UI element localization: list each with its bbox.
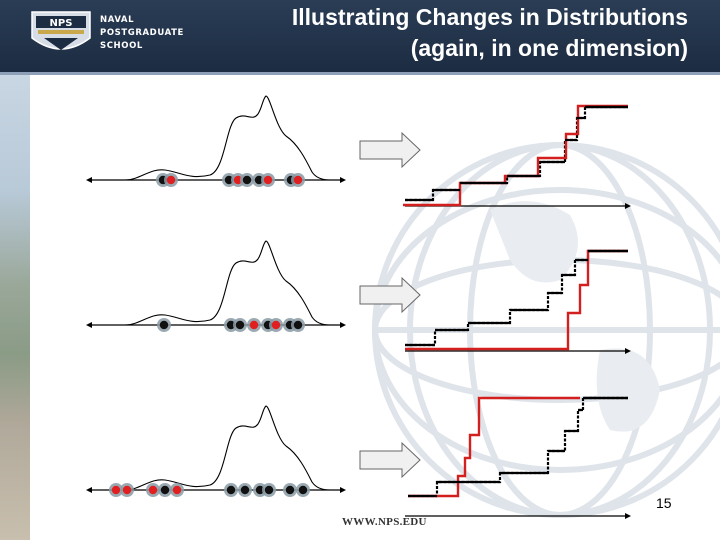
logo-badge: NPS [50,18,73,29]
sample-dot-red [263,175,273,185]
sample-dot-red [249,320,259,330]
cdf-red-step [403,104,628,207]
nps-logo: NPS NAVAL POSTGRADUATE SCHOOL [28,8,196,60]
cdf-red-step [408,396,580,498]
transform-arrow [359,441,421,479]
slide-title: Illustrating Changes in Distributions (a… [208,2,688,64]
transform-arrow [359,276,421,314]
header-rule [0,72,720,75]
density-curve [124,405,331,491]
sample-dot-red [166,175,176,185]
cdf-black-dotted [405,105,628,202]
sample-dot-red [172,485,182,495]
sample-dot-black [255,485,265,495]
sample-dot-black [285,485,295,495]
page-number: 15 [656,495,672,511]
logo-line-3: SCHOOL [100,41,143,51]
sample-dot-red [271,320,281,330]
sample-dot-black [242,175,252,185]
sample-dot-black [240,485,250,495]
header-bar [0,0,720,72]
panel-3 [86,396,631,519]
sample-dot-black [298,485,308,495]
logo-wordmark: NAVAL POSTGRADUATE SCHOOL [100,14,184,53]
nps-seal-icon: NPS [31,11,91,50]
sample-dot-black [293,320,303,330]
number-line-right-arrow [340,487,346,493]
sample-dot-black [264,485,274,495]
sample-dot-red [233,175,243,185]
transform-arrow [359,131,421,169]
sample-dot-black [235,320,245,330]
number-line-right-arrow [340,177,346,183]
density-curve [124,240,331,326]
logo-line-2: POSTGRADUATE [100,28,184,38]
footer-url: WWW.NPS.EDU [342,516,427,528]
logo-line-1: NAVAL [100,15,135,25]
left-photo-strip [0,75,30,540]
number-line-left-arrow [86,322,92,328]
number-line-left-arrow [86,177,92,183]
sample-dot-black [254,175,264,185]
sample-dot-red [293,175,303,185]
cdf-red-step [405,249,628,351]
sample-dot-black [226,485,236,495]
cdf-axis-arrow [625,348,631,354]
cdf-axis-arrow [625,513,631,519]
sample-dot-red [111,485,121,495]
sample-dot-black [160,485,170,495]
panel-2 [86,240,631,354]
sample-dot-black [159,320,169,330]
panel-1 [86,95,631,209]
number-line-left-arrow [86,487,92,493]
sample-dot-red [122,485,132,495]
number-line-right-arrow [340,322,346,328]
title-line-1: Illustrating Changes in Distributions [291,4,688,30]
cdf-axis-arrow [625,203,631,209]
sample-dot-black [226,320,236,330]
title-line-2: (again, in one dimension) [410,35,688,61]
sample-dot-red [148,485,158,495]
sample-dot-black [224,175,234,185]
density-curve [124,95,331,181]
